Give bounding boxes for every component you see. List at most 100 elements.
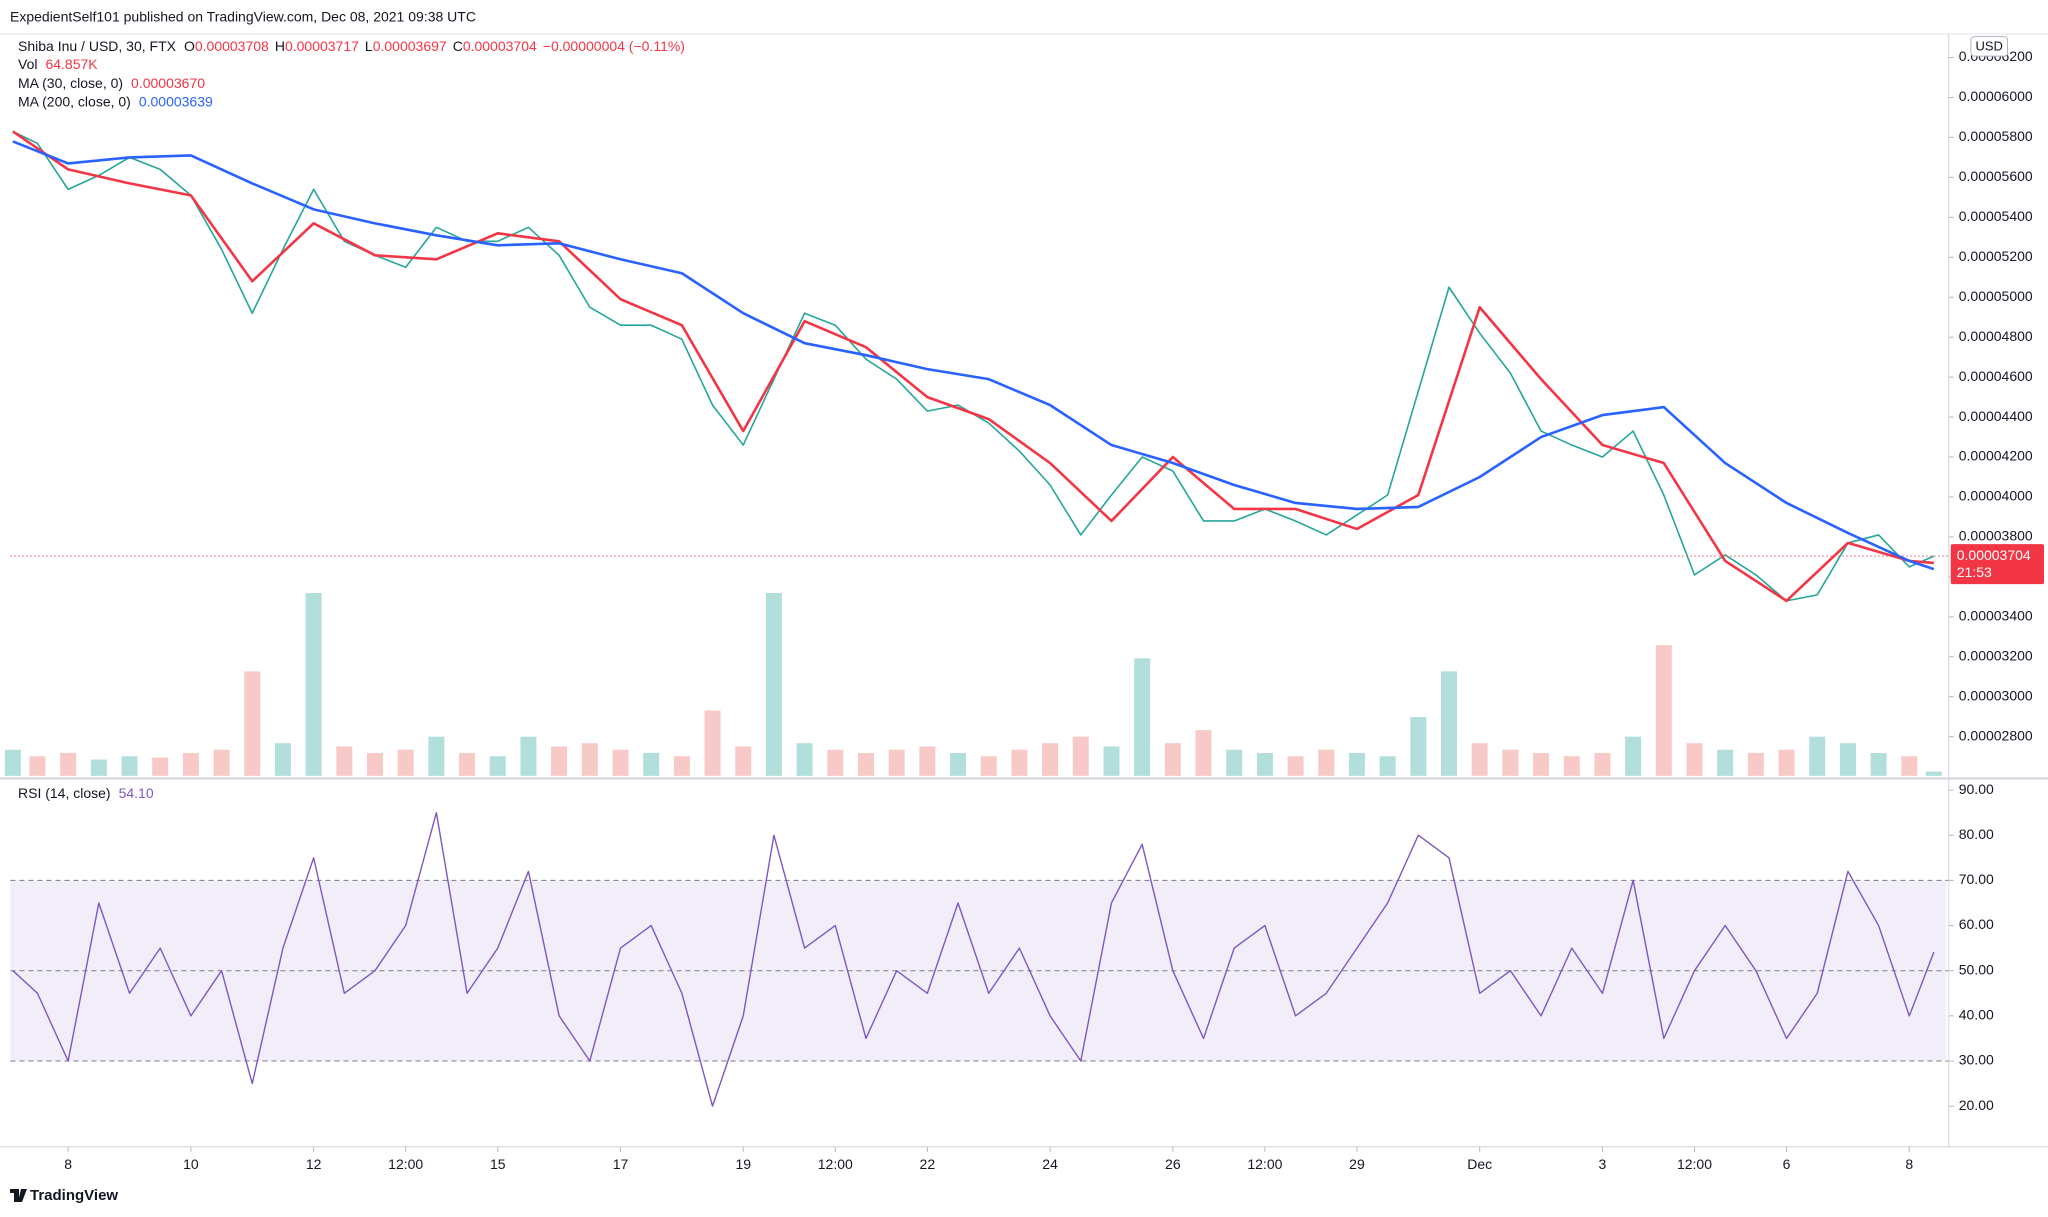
volume-bar [1410, 717, 1427, 776]
y-tick-label: 70.00 [1959, 871, 1994, 887]
volume-bar [1925, 771, 1942, 776]
x-tick-label: 8 [1905, 1156, 1913, 1172]
volume-bar [1625, 736, 1642, 776]
y-tick-label: 0.00002800 [1959, 727, 2033, 743]
volume-bar [60, 752, 77, 776]
volume-bar [827, 749, 844, 776]
x-tick-label: 8 [64, 1156, 72, 1172]
y-tick-label: 30.00 [1959, 1052, 1994, 1068]
volume-bar [152, 757, 169, 776]
rsi-line [12, 811, 1935, 1107]
legend-ohlc-value: 0.00003708 [195, 38, 269, 54]
rsi-legend-name: RSI (14, close) [18, 785, 111, 801]
last-price-tag [1950, 544, 2044, 585]
volume-bar [1072, 736, 1089, 776]
volume-bar [857, 752, 874, 776]
legend-symbol: Shiba Inu / USD, 30, FTX [18, 38, 177, 54]
y-tick-label: 0.00003200 [1959, 647, 2033, 663]
volume-bar [520, 736, 537, 776]
volume-bar [950, 752, 967, 776]
rsi-legend: RSI (14, close) 54.10 [18, 785, 154, 801]
volume-bar [1256, 752, 1273, 776]
x-tick-label: 10 [183, 1156, 199, 1172]
volume-bar [919, 746, 936, 776]
legend-volume-name: Vol [18, 56, 37, 72]
y-tick-label: 0.00004600 [1959, 368, 2033, 384]
volume-bar [551, 746, 568, 776]
y-tick-label: 0.00005000 [1959, 288, 2033, 304]
x-tick-label: 12:00 [818, 1156, 853, 1172]
volume-bar [1533, 752, 1550, 776]
legend-ohlc-value: 0.00003697 [373, 38, 447, 54]
legend-row: Shiba Inu / USD, 30, FTX O0.00003708 H0.00… [18, 38, 685, 54]
countdown-label: 21:53 [1957, 564, 1992, 580]
volume-bar [305, 592, 322, 776]
volume-bar [581, 743, 598, 776]
y-tick-label: 50.00 [1959, 961, 1994, 977]
legend-row: MA (30, close, 0) 0.00003670 [18, 75, 205, 91]
volume-bar [244, 671, 261, 776]
volume-bar [428, 736, 445, 776]
volume-bar [1164, 743, 1181, 776]
x-tick-label: 12 [306, 1156, 322, 1172]
y-tick-label: 90.00 [1959, 781, 1994, 797]
volume-bar [612, 749, 629, 776]
legend: Shiba Inu / USD, 30, FTX O0.00003708 H0.00… [18, 38, 685, 801]
rsi-legend-value: 54.10 [119, 785, 154, 801]
legend-ma-value: 0.00003639 [139, 93, 213, 109]
volume-bar [90, 759, 107, 776]
x-tick-label: Dec [1467, 1156, 1492, 1172]
x-tick-label: 12:00 [388, 1156, 423, 1172]
volume-bar [29, 756, 46, 776]
x-tick-label: 19 [735, 1156, 751, 1172]
legend-ohlc-key: L [365, 38, 373, 54]
currency-box [1970, 36, 2009, 57]
x-tick-label: 29 [1349, 1156, 1365, 1172]
legend-ohlc-key: C [453, 38, 463, 54]
volume-bar [1287, 756, 1304, 776]
volume-bar [1134, 658, 1151, 776]
legend-volume-value: 64.857K [45, 56, 98, 72]
volume-bar [1686, 743, 1703, 776]
legend-ma-name: MA (200, close, 0) [18, 93, 131, 109]
volume-bar [1471, 743, 1488, 776]
volume-bar [1348, 752, 1365, 776]
volume-bar [1195, 730, 1212, 776]
volume-bar [1441, 671, 1458, 776]
volume-bar [336, 746, 353, 776]
publish-header: ExpedientSelf101 published on TradingVie… [10, 9, 476, 25]
y-tick-label: 0.00005800 [1959, 128, 2033, 144]
last-price-label: 0.00003704 [1957, 547, 2031, 563]
legend-row: MA (200, close, 0) 0.00003639 [18, 93, 213, 109]
x-tick-label: 12:00 [1247, 1156, 1282, 1172]
y-tick-label: 0.00003800 [1959, 528, 2033, 544]
ma-line [12, 140, 1935, 571]
x-tick-label: 17 [613, 1156, 629, 1172]
y-tick-label: 0.00004400 [1959, 408, 2033, 424]
brand-logo [10, 1189, 27, 1202]
volume-bar [1747, 752, 1764, 776]
volume-bar [796, 743, 813, 776]
volume-bar [704, 710, 721, 776]
volume-bar [673, 756, 690, 776]
legend-change: −0.00000004 (−0.11%) [543, 38, 685, 54]
volume-bar [1901, 756, 1918, 776]
legend-ohlc-value: 0.00003704 [463, 38, 537, 54]
volume-bar [121, 756, 138, 776]
volume-bar [1717, 749, 1734, 776]
y-tick-label: 0.00003000 [1959, 687, 2033, 703]
x-tick-label: 26 [1165, 1156, 1181, 1172]
y-tick-label: 40.00 [1959, 1007, 1994, 1023]
volume-bar [1318, 749, 1335, 776]
volume-bar [4, 749, 21, 776]
x-tick-label: 6 [1783, 1156, 1791, 1172]
volume-bar [274, 743, 291, 776]
ma-line [12, 130, 1934, 603]
y-tick-label: 0.00003400 [1959, 608, 2033, 624]
volume-bar [980, 756, 997, 776]
legend-ma-value: 0.00003670 [131, 75, 205, 91]
currency-label: USD [1975, 38, 2002, 53]
